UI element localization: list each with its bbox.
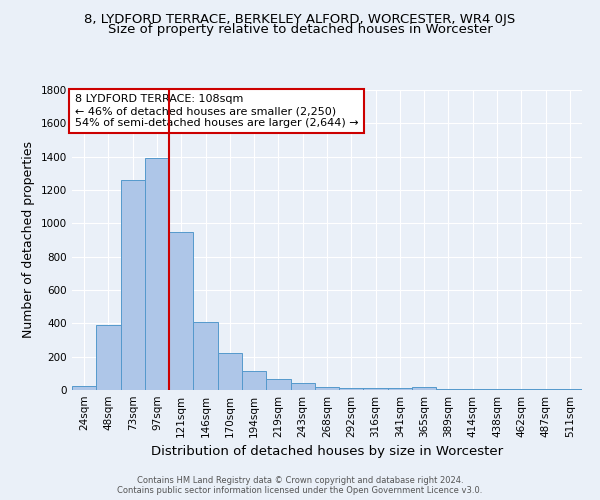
Text: 8 LYDFORD TERRACE: 108sqm
← 46% of detached houses are smaller (2,250)
54% of se: 8 LYDFORD TERRACE: 108sqm ← 46% of detac…: [74, 94, 358, 128]
Bar: [509, 389, 533, 390]
Bar: [145, 158, 169, 390]
Bar: [412, 386, 436, 390]
Bar: [558, 389, 582, 390]
X-axis label: Distribution of detached houses by size in Worcester: Distribution of detached houses by size …: [151, 446, 503, 458]
Text: 8, LYDFORD TERRACE, BERKELEY ALFORD, WORCESTER, WR4 0JS: 8, LYDFORD TERRACE, BERKELEY ALFORD, WOR…: [85, 12, 515, 26]
Bar: [485, 389, 509, 390]
Bar: [193, 322, 218, 390]
Bar: [290, 383, 315, 390]
Text: Contains public sector information licensed under the Open Government Licence v3: Contains public sector information licen…: [118, 486, 482, 495]
Bar: [315, 386, 339, 390]
Bar: [339, 388, 364, 390]
Text: Size of property relative to detached houses in Worcester: Size of property relative to detached ho…: [107, 22, 493, 36]
Bar: [96, 325, 121, 390]
Bar: [364, 388, 388, 390]
Bar: [72, 386, 96, 390]
Bar: [169, 232, 193, 390]
Y-axis label: Number of detached properties: Number of detached properties: [22, 142, 35, 338]
Text: Contains HM Land Registry data © Crown copyright and database right 2024.: Contains HM Land Registry data © Crown c…: [137, 476, 463, 485]
Bar: [436, 389, 461, 390]
Bar: [242, 371, 266, 390]
Bar: [266, 379, 290, 390]
Bar: [388, 388, 412, 390]
Bar: [461, 389, 485, 390]
Bar: [218, 352, 242, 390]
Bar: [121, 180, 145, 390]
Bar: [533, 389, 558, 390]
